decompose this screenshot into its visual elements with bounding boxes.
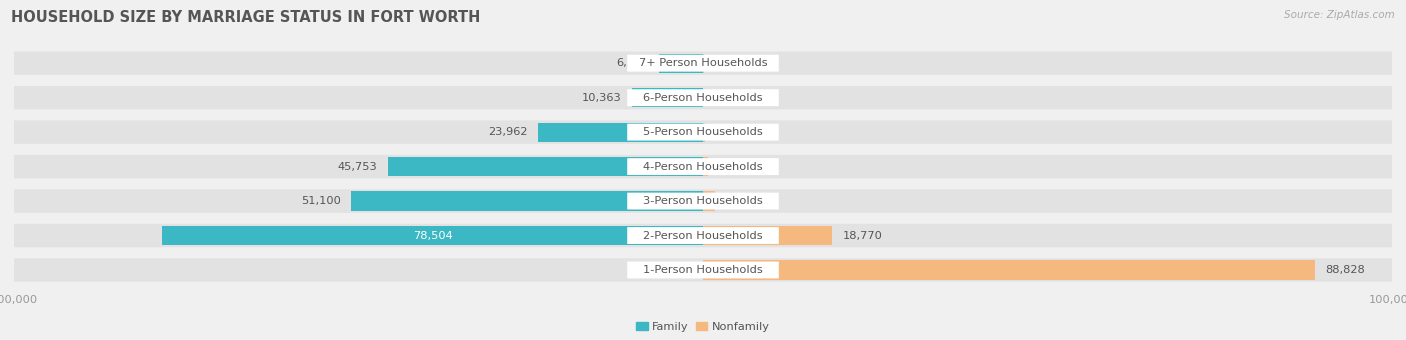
FancyBboxPatch shape	[14, 86, 1392, 109]
FancyBboxPatch shape	[14, 224, 162, 247]
Text: 51,100: 51,100	[301, 196, 340, 206]
FancyBboxPatch shape	[14, 189, 1392, 213]
Bar	[703, 157, 707, 176]
Bar	[352, 191, 703, 211]
Text: 7+ Person Households: 7+ Person Households	[638, 58, 768, 68]
Text: 1,801: 1,801	[725, 196, 758, 206]
FancyBboxPatch shape	[627, 158, 779, 175]
Text: 5-Person Households: 5-Person Households	[643, 127, 763, 137]
Text: 78,504: 78,504	[112, 231, 152, 240]
Bar	[388, 157, 703, 176]
Text: 28: 28	[713, 93, 728, 103]
FancyBboxPatch shape	[627, 193, 779, 209]
Legend: Family, Nonfamily: Family, Nonfamily	[637, 322, 769, 332]
FancyBboxPatch shape	[14, 224, 1392, 247]
Text: Source: ZipAtlas.com: Source: ZipAtlas.com	[1284, 10, 1395, 20]
Bar	[162, 226, 703, 245]
FancyBboxPatch shape	[627, 261, 779, 278]
Text: 1-Person Households: 1-Person Households	[643, 265, 763, 275]
Bar	[538, 122, 703, 142]
Text: 10,363: 10,363	[582, 93, 621, 103]
Text: 6,354: 6,354	[616, 58, 650, 68]
Text: 316: 316	[716, 127, 737, 137]
Text: 6-Person Households: 6-Person Households	[643, 93, 763, 103]
Bar	[703, 260, 1315, 279]
FancyBboxPatch shape	[14, 258, 1392, 282]
Bar	[703, 226, 832, 245]
Text: 4-Person Households: 4-Person Households	[643, 162, 763, 172]
Text: 184: 184	[714, 58, 737, 68]
Bar	[703, 191, 716, 211]
Text: 45,753: 45,753	[337, 162, 377, 172]
Text: 78,504: 78,504	[413, 231, 453, 240]
Text: 685: 685	[718, 162, 740, 172]
Bar	[631, 88, 703, 107]
Text: 88,828: 88,828	[1326, 265, 1365, 275]
FancyBboxPatch shape	[627, 124, 779, 140]
Text: 23,962: 23,962	[488, 127, 527, 137]
FancyBboxPatch shape	[627, 89, 779, 106]
Text: 2-Person Households: 2-Person Households	[643, 231, 763, 240]
FancyBboxPatch shape	[627, 55, 779, 72]
Text: 18,770: 18,770	[842, 231, 883, 240]
FancyBboxPatch shape	[627, 227, 779, 244]
Text: 3-Person Households: 3-Person Households	[643, 196, 763, 206]
Bar	[659, 54, 703, 73]
FancyBboxPatch shape	[14, 155, 1392, 178]
FancyBboxPatch shape	[14, 120, 1392, 144]
Bar	[703, 122, 706, 142]
FancyBboxPatch shape	[14, 51, 1392, 75]
Text: HOUSEHOLD SIZE BY MARRIAGE STATUS IN FORT WORTH: HOUSEHOLD SIZE BY MARRIAGE STATUS IN FOR…	[11, 10, 481, 25]
